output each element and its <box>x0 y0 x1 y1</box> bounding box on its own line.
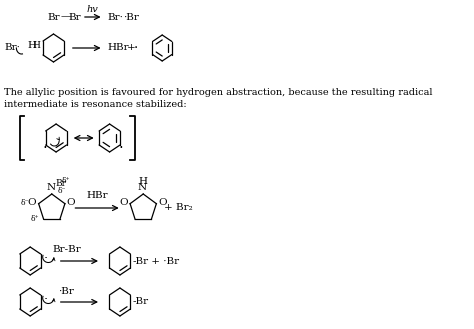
Text: ·Br: ·Br <box>58 287 74 295</box>
Text: + ·Br: + ·Br <box>147 257 179 266</box>
Text: δ⁺: δ⁺ <box>62 177 71 185</box>
Text: -Br: -Br <box>133 257 149 266</box>
Text: N: N <box>46 183 55 192</box>
Text: hv: hv <box>86 6 98 14</box>
Text: Br: Br <box>47 13 60 21</box>
Text: ·: · <box>43 293 47 307</box>
Text: ·: · <box>43 252 47 266</box>
Text: H: H <box>139 178 148 187</box>
Text: δ⁻: δ⁻ <box>58 187 66 195</box>
Text: O: O <box>158 198 167 207</box>
Text: HBr: HBr <box>86 191 108 200</box>
Text: Br·: Br· <box>4 43 20 53</box>
Text: Br-Br: Br-Br <box>52 245 81 255</box>
Text: Br·: Br· <box>107 13 123 21</box>
Text: Br: Br <box>68 13 81 21</box>
Text: The allylic position is favoured for hydrogen abstraction, because the resulting: The allylic position is favoured for hyd… <box>4 88 433 97</box>
Text: ·Br: ·Br <box>123 13 139 21</box>
Text: ·: · <box>134 41 138 55</box>
Text: + Br₂: + Br₂ <box>164 204 193 213</box>
Text: O: O <box>119 198 128 207</box>
Text: -Br: -Br <box>133 297 149 307</box>
Text: ·: · <box>43 141 47 157</box>
Text: +: + <box>127 43 136 53</box>
Text: H: H <box>27 40 36 49</box>
Text: δ⁺: δ⁺ <box>31 215 39 223</box>
Text: intermediate is resonance stabilized:: intermediate is resonance stabilized: <box>4 100 187 109</box>
Text: N: N <box>138 183 147 192</box>
Text: Br: Br <box>55 180 66 189</box>
Text: —: — <box>60 13 71 21</box>
Text: HBr: HBr <box>107 43 128 53</box>
Text: δ⁻: δ⁻ <box>20 199 29 207</box>
Text: ·: · <box>118 141 123 157</box>
Text: H: H <box>33 41 41 50</box>
Text: O: O <box>27 198 36 207</box>
Text: O: O <box>67 198 75 207</box>
